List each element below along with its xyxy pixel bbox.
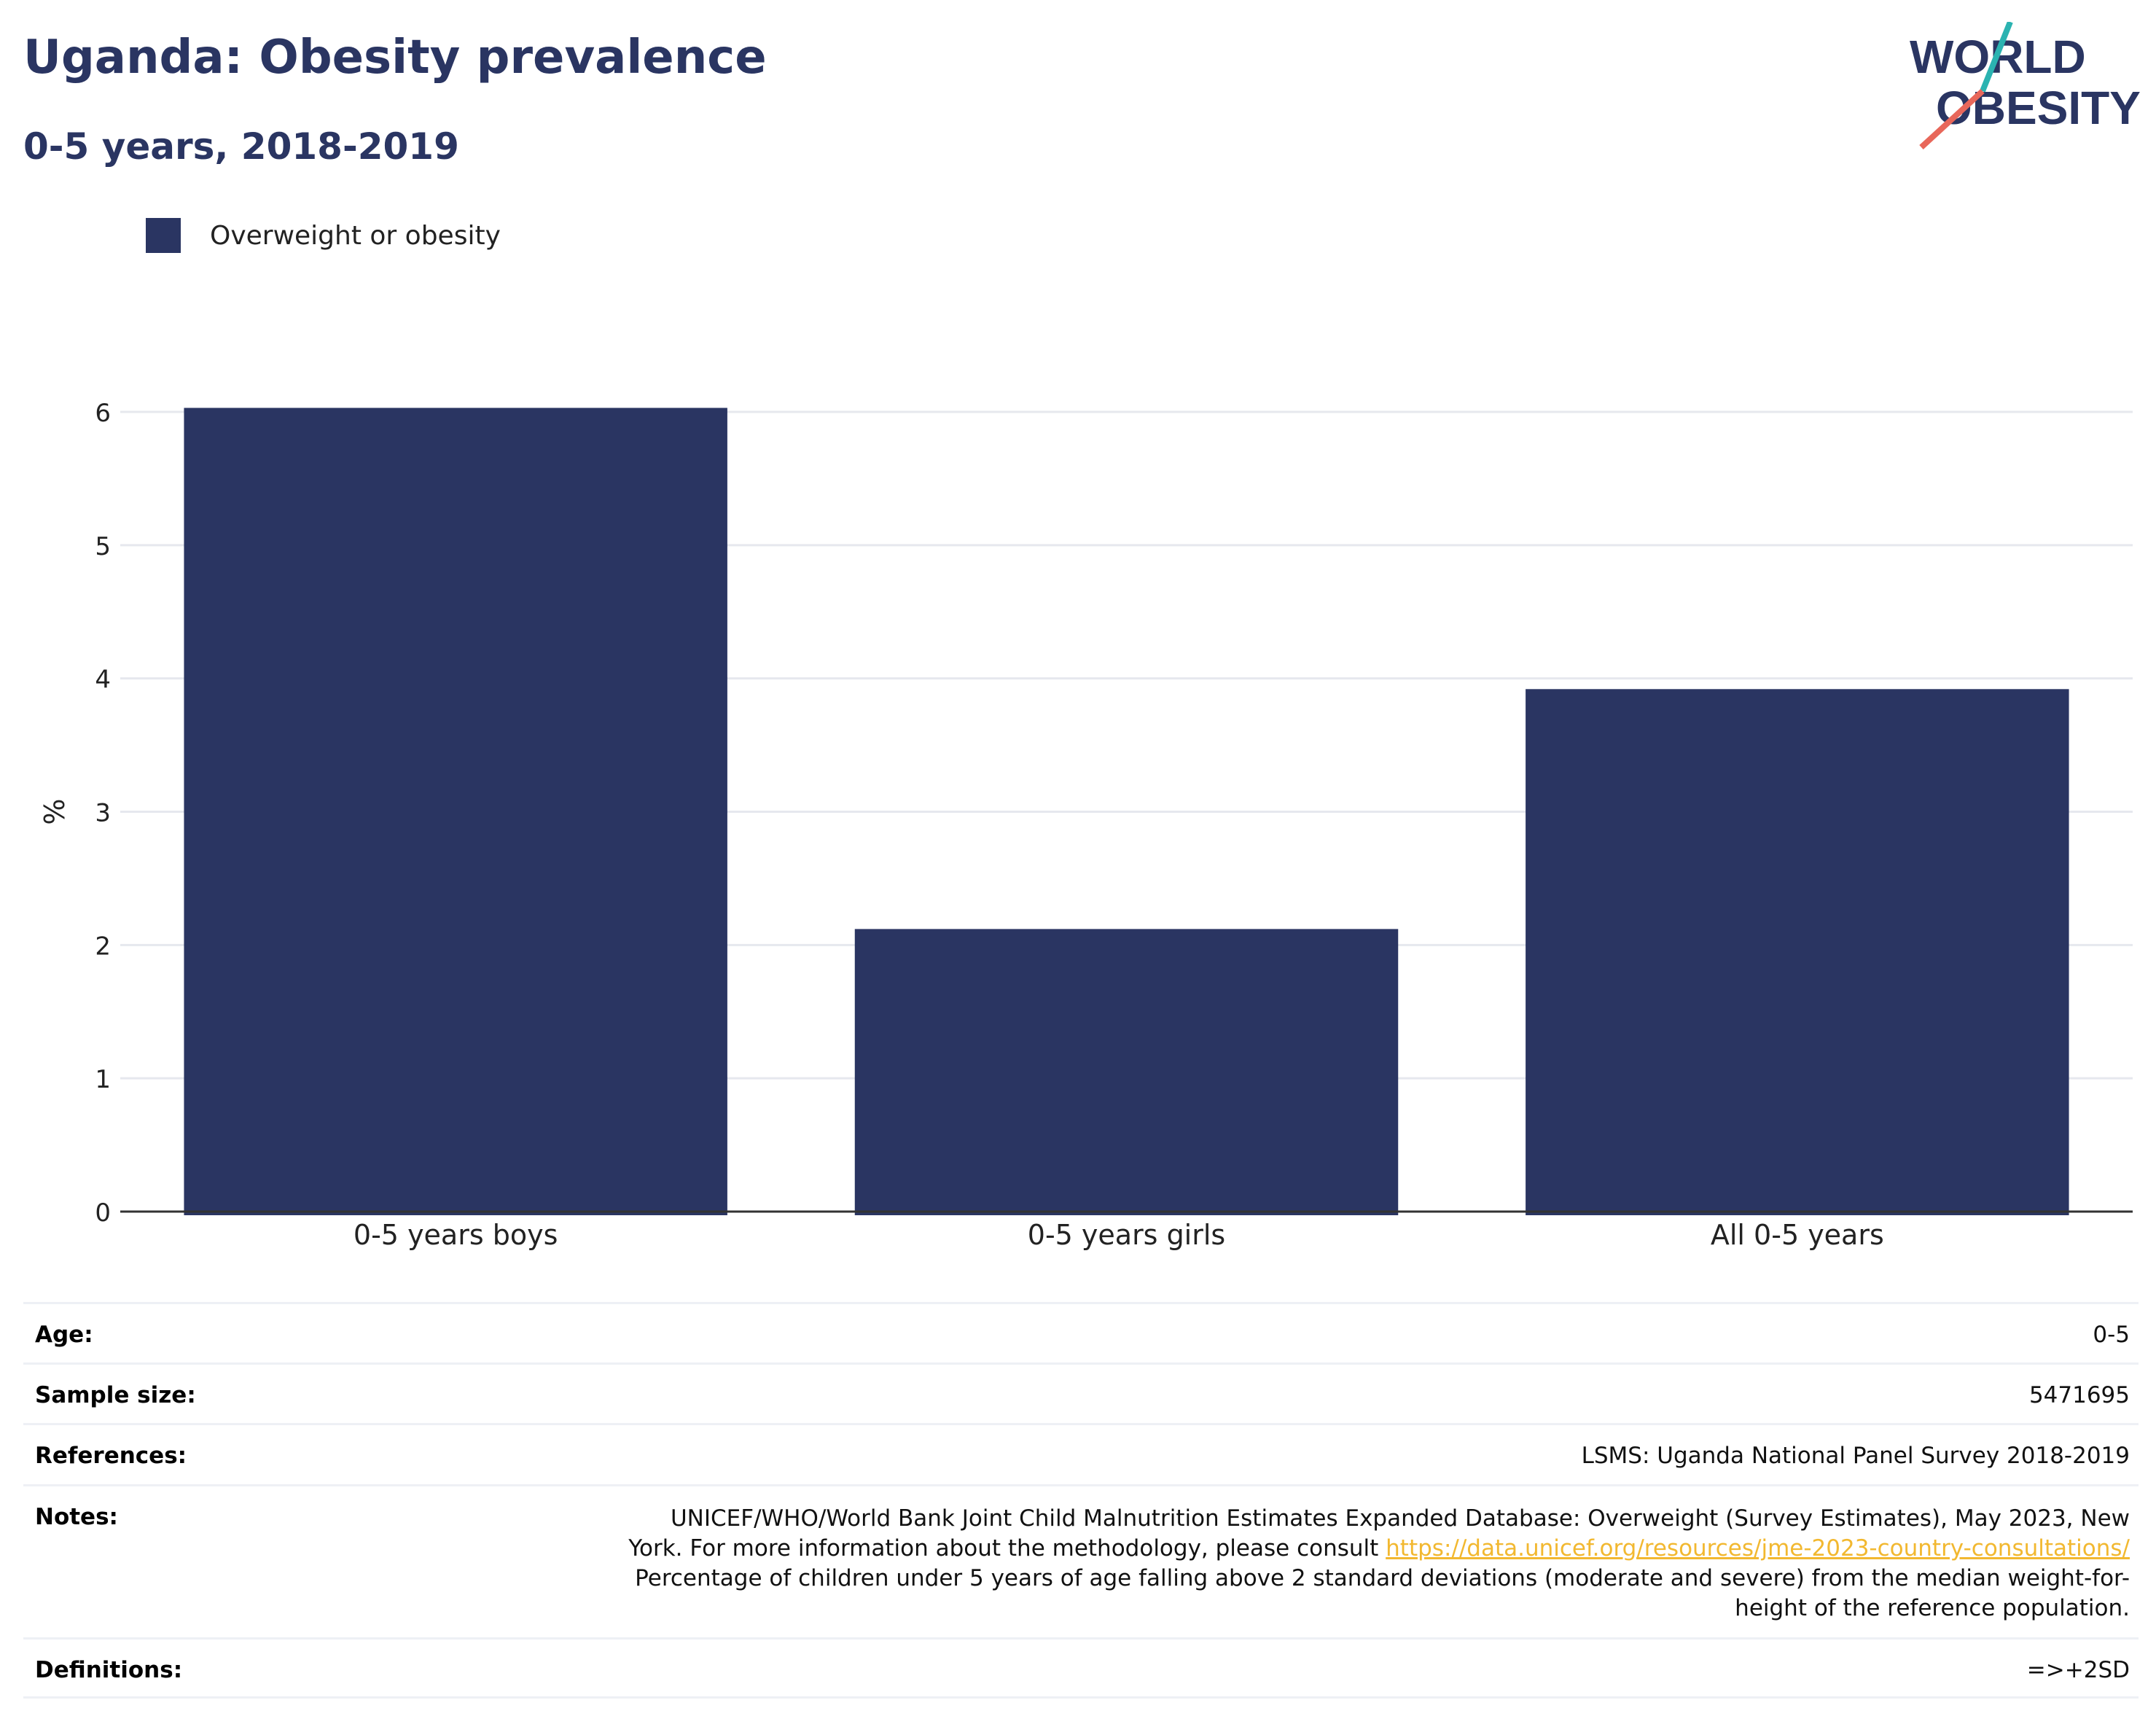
references-value: LSMS: Uganda National Panel Survey 2018-…	[1581, 1443, 2130, 1469]
info-row-age: Age: 0-5	[23, 1302, 2139, 1362]
y-axis-label: %	[37, 798, 69, 824]
info-row-notes: Notes: UNICEF/WHO/World Bank Joint Child…	[23, 1484, 2139, 1637]
x-tick-label: 0-5 years boys	[354, 1219, 558, 1251]
logo-slash-coral	[1919, 89, 1985, 149]
y-tick-label: 3	[95, 799, 111, 828]
x-tick-labels: 0-5 years boys 0-5 years girls All 0-5 yea…	[354, 1219, 1884, 1251]
definitions-value: =>+2SD	[2026, 1657, 2130, 1683]
world-obesity-logo: WORLD OBESITY	[1910, 22, 2141, 149]
logo-slash-teal	[1980, 22, 2013, 93]
notes-line-2: York. For more information about the met…	[599, 1534, 2130, 1564]
sample-size-label: Sample size:	[35, 1382, 196, 1408]
info-row-sample-size: Sample size: 5471695	[23, 1362, 2139, 1423]
logo-line2: OBESITY	[1936, 82, 2141, 134]
legend-swatch	[146, 218, 181, 253]
notes-line-1: UNICEF/WHO/World Bank Joint Child Malnut…	[670, 1505, 2130, 1532]
y-tick-label: 6	[95, 399, 111, 428]
sample-size-value: 5471695	[2028, 1382, 2130, 1408]
x-tick-label: All 0-5 years	[1711, 1219, 1884, 1251]
bar-1[interactable]	[184, 408, 727, 1215]
bars	[184, 408, 2069, 1215]
notes-value: UNICEF/WHO/World Bank Joint Child Malnut…	[599, 1504, 2130, 1637]
y-tick-label: 2	[95, 932, 111, 961]
notes-link[interactable]: https://data.unicef.org/resources/jme-20…	[1386, 1535, 2130, 1562]
notes-label: Notes:	[35, 1504, 118, 1530]
notes-line-2-text: York. For more information about the met…	[628, 1535, 1386, 1562]
y-tick-label: 1	[95, 1065, 111, 1094]
notes-line-4: height of the reference population.	[1735, 1595, 2130, 1621]
references-label: References:	[35, 1443, 187, 1469]
age-label: Age:	[35, 1322, 93, 1348]
y-tick-label: 4	[95, 666, 111, 695]
info-row-references: References: LSMS: Uganda National Panel …	[23, 1423, 2139, 1484]
legend[interactable]: Overweight or obesity	[146, 217, 501, 254]
chart-subtitle: 0-5 years, 2018-2019	[23, 125, 459, 168]
y-tick-label: 5	[95, 532, 111, 561]
chart-title: Uganda: Obesity prevalence	[23, 31, 767, 85]
x-tick-label: 0-5 years girls	[1028, 1219, 1225, 1251]
info-row-definitions: Definitions: =>+2SD	[23, 1637, 2139, 1699]
bar-chart: 0 1 2 3 4 5 6 0-5 years boys 0-5 years girls All…	[37, 399, 2133, 1251]
y-tick-label: 0	[95, 1198, 111, 1228]
info-table: Age: 0-5 Sample size: 5471695 References…	[23, 1302, 2139, 1699]
bar-2[interactable]	[854, 929, 1399, 1215]
age-value: 0-5	[2093, 1322, 2130, 1348]
notes-line-3: Percentage of children under 5 years of …	[635, 1565, 2130, 1591]
legend-label: Overweight or obesity	[210, 220, 501, 251]
bar-3[interactable]	[1526, 689, 2069, 1215]
definitions-label: Definitions:	[35, 1657, 183, 1683]
y-tick-labels: 0 1 2 3 4 5 6	[95, 399, 111, 1228]
